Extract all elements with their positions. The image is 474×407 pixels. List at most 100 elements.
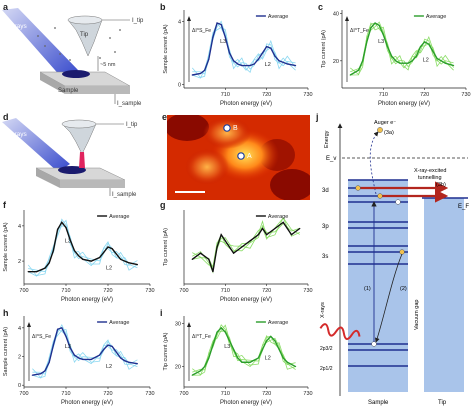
data-point	[212, 271, 214, 273]
data-point	[253, 63, 255, 65]
delta-arrowhead	[27, 322, 31, 327]
data-point	[274, 227, 276, 230]
y-tick-label: 0	[18, 383, 21, 389]
data-point	[124, 260, 126, 262]
panel-letter-f: f	[3, 200, 6, 210]
data-point	[233, 252, 235, 254]
y-axis-label: Sample current (pA)	[163, 24, 169, 73]
delta-label: ΔI^S_Fe	[32, 334, 51, 340]
legend-label: Average	[268, 14, 288, 20]
tip-label: Tip	[80, 32, 89, 38]
data-point	[115, 351, 117, 353]
panel-letter-d: d	[3, 112, 9, 122]
data-point	[249, 64, 251, 67]
l2-label: L2	[423, 57, 429, 63]
xray-beam	[2, 118, 70, 172]
l3-label: L3	[65, 238, 71, 244]
data-point	[199, 72, 202, 75]
x-tick-label: 720	[103, 288, 112, 294]
l2-label: L2	[106, 265, 112, 271]
data-point	[282, 221, 284, 223]
step2-label: (2)	[400, 286, 407, 292]
data-point	[216, 246, 218, 248]
x-axis-label: Photon energy (eV)	[61, 297, 113, 303]
isample-label: I_sample	[117, 101, 142, 107]
chart-c: 710 720 730 20 40 Photon energy (eV) Tip curre…	[321, 10, 471, 107]
data-point	[216, 331, 218, 333]
data-point	[266, 234, 268, 236]
data-point	[57, 228, 59, 230]
y-axis-label: Sample current (pA)	[3, 222, 9, 271]
data-point	[82, 358, 84, 360]
panel-letter-j: j	[316, 112, 319, 122]
data-point	[220, 23, 222, 26]
chart-h: 700 710 720 730 0 2 4 Photon energy (eV) Sample …	[3, 316, 155, 406]
schematic-a: X-rays Tip I_tip ~5 nm Sample I_sample	[2, 8, 144, 107]
data-point	[233, 348, 235, 350]
data-point	[220, 234, 222, 236]
data-point	[286, 63, 288, 65]
xrays-label: X-rays	[320, 302, 326, 318]
data-point	[52, 344, 55, 346]
individual-trace	[28, 225, 138, 273]
legend-label: Average	[109, 320, 129, 326]
l2-label: L2	[265, 62, 271, 68]
marker-b	[223, 124, 231, 132]
sample-molecules	[62, 70, 90, 78]
data-point	[212, 344, 214, 346]
y-tick-label: 2	[18, 355, 21, 361]
sample-label: Sample	[368, 400, 389, 406]
data-point	[249, 240, 251, 242]
x-tick-label: 710	[61, 288, 70, 294]
l3-label: L3	[378, 39, 384, 45]
average-line	[28, 221, 138, 273]
level-2p32: 2p3/2	[320, 346, 333, 352]
data-point	[27, 271, 29, 273]
data-point	[124, 360, 126, 362]
x-axis-label: Photon energy (eV)	[378, 101, 430, 107]
data-point	[48, 262, 50, 264]
data-point	[395, 60, 397, 62]
data-point	[191, 74, 193, 76]
x-tick-label: 710	[221, 92, 230, 98]
data-point	[44, 267, 46, 269]
data-point	[233, 60, 235, 62]
data-point	[282, 357, 284, 359]
y-tick-label: 40	[333, 12, 339, 18]
data-point	[266, 340, 268, 342]
data-point	[73, 354, 75, 356]
data-point	[362, 60, 364, 62]
data-point	[103, 251, 105, 253]
tunneling-label-2: tunnelling	[418, 175, 442, 181]
y-tick-label: 20	[333, 59, 339, 65]
auger-tag: (3a)	[384, 130, 394, 136]
marker-a	[237, 152, 245, 160]
y-axis-label: Tip current (pA)	[321, 30, 327, 68]
panel-letter-h: h	[3, 308, 9, 318]
data-point	[266, 46, 268, 48]
data-point	[136, 264, 138, 266]
x-tick-label: 730	[303, 391, 312, 397]
individual-trace	[32, 323, 138, 379]
data-point	[115, 253, 117, 255]
delta-arrowhead	[187, 322, 191, 327]
data-point	[228, 52, 231, 54]
data-point	[257, 58, 259, 60]
x-axis-label: Photon energy (eV)	[220, 400, 272, 406]
data-point	[282, 61, 284, 63]
x-tick-label: 710	[61, 391, 70, 397]
data-point	[403, 62, 405, 64]
decay-path	[374, 253, 403, 343]
x-tick-label: 710	[221, 288, 230, 294]
data-point	[270, 47, 272, 49]
tunneling-glow	[79, 152, 85, 168]
average-line	[191, 326, 296, 376]
x-tick-label: 720	[262, 92, 271, 98]
level-3p: 3p	[322, 224, 329, 230]
ev-label: E_v	[326, 156, 336, 162]
data-point	[107, 344, 109, 346]
x-tick-label: 700	[179, 288, 188, 294]
data-point	[120, 258, 122, 260]
data-point	[261, 52, 264, 54]
x-tick-label: 720	[262, 391, 271, 397]
